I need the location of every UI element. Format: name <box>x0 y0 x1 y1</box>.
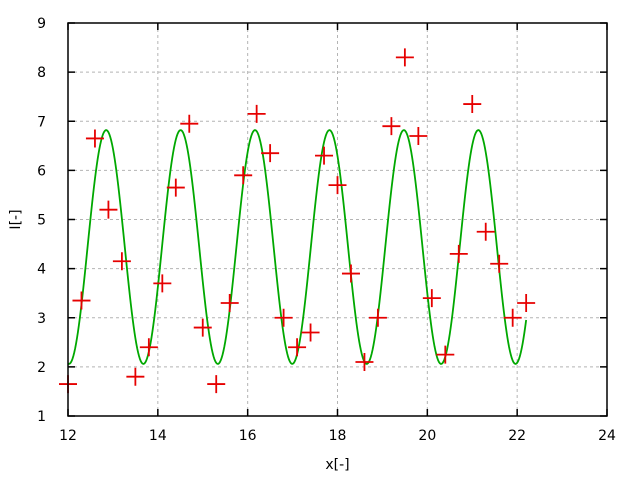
x-tick-label: 16 <box>239 428 257 444</box>
data-point-marker <box>301 323 320 342</box>
data-point-marker <box>193 318 212 337</box>
fit-curve <box>67 129 528 365</box>
data-point-marker <box>139 338 158 357</box>
data-point-marker <box>288 338 307 357</box>
data-point-marker <box>517 294 536 313</box>
data-point-marker <box>220 294 239 313</box>
y-tick-label: 3 <box>37 311 46 327</box>
x-tick-label: 20 <box>418 428 436 444</box>
data-point-marker <box>341 264 360 283</box>
data-point-marker <box>72 291 91 310</box>
data-point-marker <box>261 144 280 163</box>
data-point-marker <box>395 48 414 67</box>
y-tick-label: 9 <box>37 16 46 32</box>
y-tick-label: 7 <box>37 114 46 130</box>
y-tick-label: 5 <box>37 213 46 229</box>
data-point-marker <box>490 254 509 273</box>
y-tick-label: 4 <box>37 262 46 278</box>
data-point-marker <box>368 308 387 327</box>
data-point-marker <box>436 345 455 364</box>
data-point-marker <box>328 176 347 195</box>
x-axis-label: x[-] <box>325 457 349 473</box>
data-point-marker <box>449 244 468 263</box>
x-tick-label: 24 <box>598 428 616 444</box>
data-point-marker <box>112 252 131 271</box>
data-point-marker <box>180 114 199 133</box>
data-point-marker <box>382 117 401 136</box>
data-point-marker <box>99 200 118 219</box>
data-point-marker <box>409 126 428 145</box>
x-tick-label: 18 <box>329 428 347 444</box>
data-point-marker <box>234 166 253 185</box>
y-tick-label: 2 <box>37 360 46 376</box>
y-tick-label: 1 <box>37 409 46 425</box>
data-point-marker <box>126 367 145 386</box>
data-point-marker <box>503 308 522 327</box>
data-point-marker <box>247 104 266 123</box>
x-tick-label: 12 <box>59 428 77 444</box>
data-point-marker <box>207 375 226 394</box>
y-tick-label: 8 <box>37 65 46 81</box>
x-tick-label: 14 <box>149 428 167 444</box>
data-point-marker <box>315 146 334 165</box>
y-axis-label: I[-] <box>8 209 24 229</box>
data-point-marker <box>166 178 185 197</box>
data-point-marker <box>463 95 482 114</box>
data-point-marker <box>153 274 172 293</box>
x-tick-label: 22 <box>508 428 526 444</box>
data-point-marker <box>355 352 374 371</box>
y-tick-label: 6 <box>37 163 46 179</box>
data-point-marker <box>422 289 441 308</box>
data-point-marker <box>274 308 293 327</box>
data-point-marker <box>476 222 495 241</box>
data-point-marker <box>85 129 104 148</box>
